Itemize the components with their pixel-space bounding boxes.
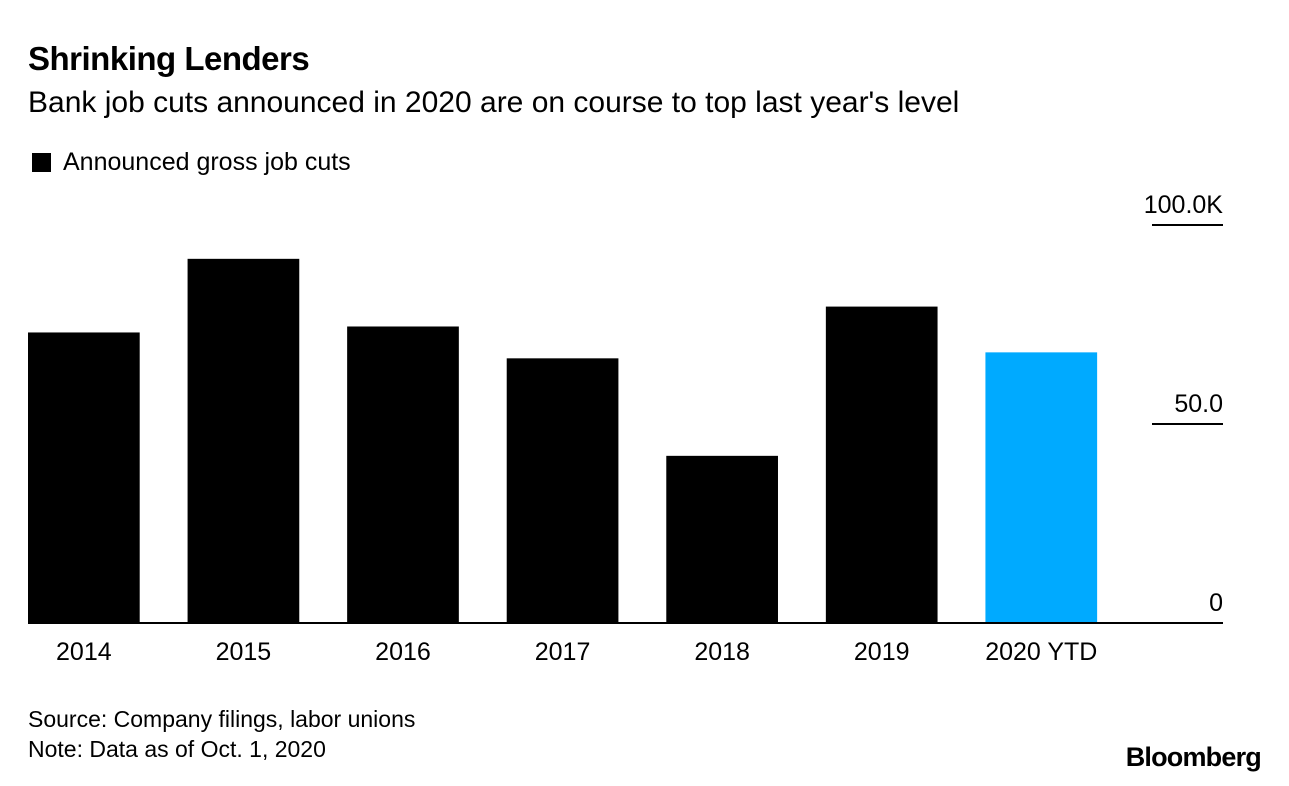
x-tick-label: 2014 bbox=[56, 638, 112, 666]
bar-2020-ytd bbox=[985, 352, 1098, 623]
x-tick-label: 2015 bbox=[216, 638, 272, 666]
chart-subtitle: Bank job cuts announced in 2020 are on c… bbox=[28, 86, 960, 119]
bar-2017 bbox=[506, 358, 619, 623]
y-tick-label: 50.0 bbox=[1174, 390, 1223, 418]
note-text: Note: Data as of Oct. 1, 2020 bbox=[28, 736, 326, 762]
legend-label: Announced gross job cuts bbox=[63, 148, 351, 176]
x-tick-label: 2017 bbox=[535, 638, 591, 666]
bloomberg-logo: Bloomberg bbox=[1125, 742, 1262, 772]
bar-2015 bbox=[187, 258, 300, 623]
legend-swatch bbox=[32, 153, 51, 172]
x-tick-label: 2019 bbox=[854, 638, 910, 666]
bar-2016 bbox=[347, 326, 459, 623]
y-tick-label: 100.0K bbox=[1144, 191, 1224, 219]
chart-title: Shrinking Lenders bbox=[28, 40, 310, 77]
x-tick-label: 2020 YTD bbox=[985, 638, 1097, 666]
bar-2019 bbox=[825, 306, 938, 623]
x-tick-label: 2016 bbox=[375, 638, 431, 666]
source-text: Source: Company filings, labor unions bbox=[28, 706, 416, 732]
legend: Announced gross job cuts bbox=[32, 148, 351, 177]
bar-2014 bbox=[28, 332, 140, 623]
x-tick-label: 2018 bbox=[694, 638, 750, 666]
bar-2018 bbox=[666, 455, 778, 623]
footer-notes: Source: Company filings, labor unions No… bbox=[28, 704, 415, 764]
y-tick-label: 0 bbox=[1209, 589, 1223, 617]
